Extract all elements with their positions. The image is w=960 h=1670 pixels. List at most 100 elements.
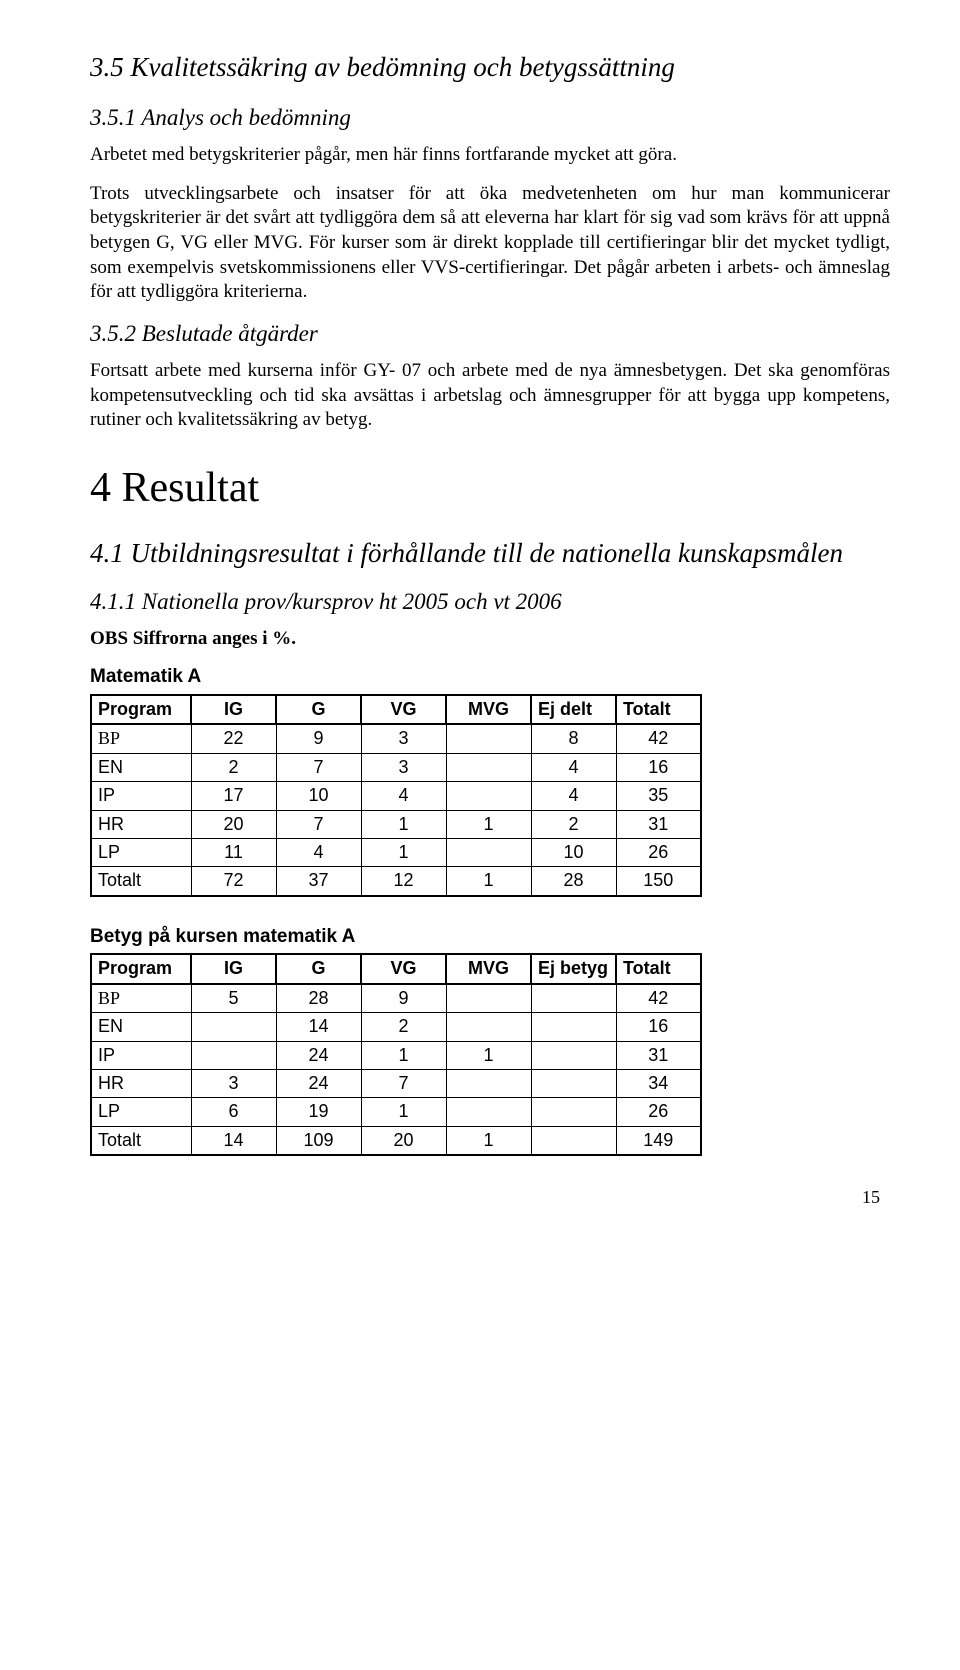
cell: 34 xyxy=(616,1070,701,1098)
cell: 7 xyxy=(361,1070,446,1098)
cell xyxy=(531,1126,616,1155)
col-header: VG xyxy=(361,695,446,724)
cell: 5 xyxy=(191,984,276,1013)
heading-3-5-2: 3.5.2 Beslutade åtgärder xyxy=(90,319,890,349)
cell xyxy=(446,1070,531,1098)
cell: 1 xyxy=(446,1041,531,1069)
cell: 72 xyxy=(191,867,276,896)
col-header: Totalt xyxy=(616,695,701,724)
table-row: IP 17 10 4 4 35 xyxy=(91,782,701,810)
cell xyxy=(191,1013,276,1041)
cell: 1 xyxy=(361,1041,446,1069)
table-row: EN 2 7 3 4 16 xyxy=(91,753,701,781)
table-row-total: Totalt 14 109 20 1 149 xyxy=(91,1126,701,1155)
cell: BP xyxy=(91,724,191,753)
cell: 24 xyxy=(276,1041,361,1069)
cell: 1 xyxy=(361,810,446,838)
cell: Totalt xyxy=(91,1126,191,1155)
col-header: G xyxy=(276,954,361,983)
cell: 26 xyxy=(616,1098,701,1126)
table-row-total: Totalt 72 37 12 1 28 150 xyxy=(91,867,701,896)
table-row: LP 11 4 1 10 26 xyxy=(91,838,701,866)
col-header: MVG xyxy=(446,954,531,983)
cell: HR xyxy=(91,1070,191,1098)
cell: 24 xyxy=(276,1070,361,1098)
col-header: Program xyxy=(91,954,191,983)
cell: 9 xyxy=(276,724,361,753)
cell xyxy=(531,1013,616,1041)
cell: 1 xyxy=(446,810,531,838)
cell: 35 xyxy=(616,782,701,810)
cell xyxy=(446,1098,531,1126)
col-header: MVG xyxy=(446,695,531,724)
table-row: BP 5 28 9 42 xyxy=(91,984,701,1013)
cell xyxy=(446,838,531,866)
table-row: BP 22 9 3 8 42 xyxy=(91,724,701,753)
obs-note: OBS Siffrorna anges i %. xyxy=(90,627,890,652)
cell: 4 xyxy=(531,753,616,781)
cell: 4 xyxy=(361,782,446,810)
cell: HR xyxy=(91,810,191,838)
cell: BP xyxy=(91,984,191,1013)
cell: 4 xyxy=(276,838,361,866)
cell: 149 xyxy=(616,1126,701,1155)
heading-4-1: 4.1 Utbildningsresultat i förhållande ti… xyxy=(142,536,890,571)
table-betyg-matematik-a: Program IG G VG MVG Ej betyg Totalt BP 5… xyxy=(90,953,702,1156)
cell: 31 xyxy=(616,1041,701,1069)
col-header: G xyxy=(276,695,361,724)
cell xyxy=(531,984,616,1013)
cell: 150 xyxy=(616,867,701,896)
cell: EN xyxy=(91,1013,191,1041)
cell: 17 xyxy=(191,782,276,810)
cell: 1 xyxy=(361,838,446,866)
cell: 20 xyxy=(191,810,276,838)
cell: 7 xyxy=(276,810,361,838)
col-header: VG xyxy=(361,954,446,983)
cell: 1 xyxy=(361,1098,446,1126)
cell: 10 xyxy=(276,782,361,810)
cell: 9 xyxy=(361,984,446,1013)
cell: 22 xyxy=(191,724,276,753)
cell xyxy=(446,782,531,810)
page-number: 15 xyxy=(90,1186,890,1209)
cell xyxy=(531,1041,616,1069)
cell: Totalt xyxy=(91,867,191,896)
paragraph: Arbetet med betygskriterier pågår, men h… xyxy=(90,143,890,168)
cell: IP xyxy=(91,1041,191,1069)
cell xyxy=(191,1041,276,1069)
cell xyxy=(446,1013,531,1041)
table2-caption: Betyg på kursen matematik A xyxy=(90,925,890,950)
cell: 28 xyxy=(276,984,361,1013)
cell: 20 xyxy=(361,1126,446,1155)
col-header: IG xyxy=(191,954,276,983)
cell: LP xyxy=(91,1098,191,1126)
cell: 3 xyxy=(361,724,446,753)
cell: 1 xyxy=(446,867,531,896)
heading-4: 4 Resultat xyxy=(90,461,890,516)
cell xyxy=(446,724,531,753)
cell: 28 xyxy=(531,867,616,896)
cell: 7 xyxy=(276,753,361,781)
col-header: IG xyxy=(191,695,276,724)
paragraph: Trots utvecklingsarbete och insatser för… xyxy=(90,182,890,305)
cell: 2 xyxy=(361,1013,446,1041)
cell: 14 xyxy=(191,1126,276,1155)
heading-3-5-1: 3.5.1 Analys och bedömning xyxy=(90,103,890,133)
table-row: EN 14 2 16 xyxy=(91,1013,701,1041)
cell: 31 xyxy=(616,810,701,838)
cell: 16 xyxy=(616,753,701,781)
cell: 6 xyxy=(191,1098,276,1126)
table-row: LP 6 19 1 26 xyxy=(91,1098,701,1126)
cell: 11 xyxy=(191,838,276,866)
cell xyxy=(446,753,531,781)
cell xyxy=(446,984,531,1013)
cell: EN xyxy=(91,753,191,781)
col-header: Totalt xyxy=(616,954,701,983)
table-row: HR 20 7 1 1 2 31 xyxy=(91,810,701,838)
cell: LP xyxy=(91,838,191,866)
cell xyxy=(531,1098,616,1126)
cell: 4 xyxy=(531,782,616,810)
col-header: Ej betyg xyxy=(531,954,616,983)
cell: 12 xyxy=(361,867,446,896)
cell: 14 xyxy=(276,1013,361,1041)
